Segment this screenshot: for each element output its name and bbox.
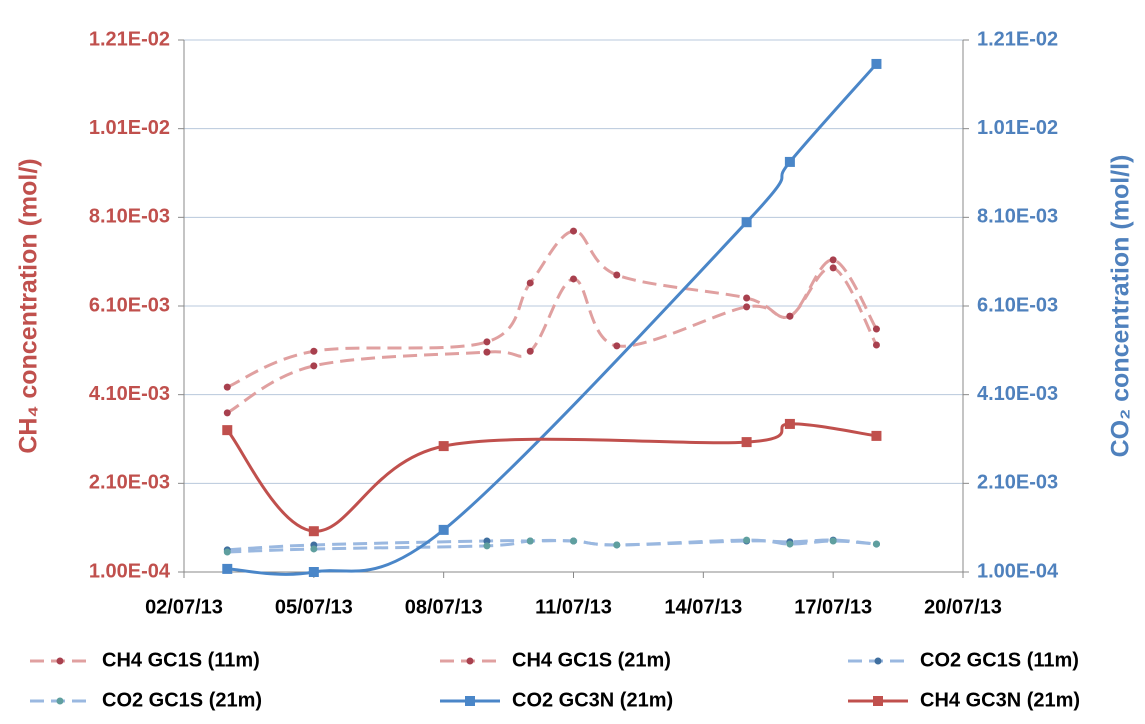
y2-tick-label: 4.10E-03: [977, 383, 1058, 405]
legend-marker: [56, 657, 64, 665]
point: [222, 425, 233, 436]
point: [483, 537, 491, 545]
point: [570, 275, 577, 283]
legend-marker: [465, 696, 475, 706]
point: [743, 294, 751, 302]
series-line: [226, 266, 878, 415]
y-tick-label: 1.01E-02: [89, 117, 170, 139]
point: [483, 348, 491, 356]
point: [743, 536, 751, 544]
x-tick-label: 14/07/13: [664, 596, 742, 618]
point: [871, 430, 882, 441]
point: [223, 383, 231, 391]
y-tick-label: 4.10E-03: [89, 383, 170, 405]
x-tick-label: 02/07/13: [145, 596, 223, 618]
point: [222, 563, 233, 574]
point: [786, 312, 794, 320]
y-tick-label: 1.00E-04: [89, 560, 171, 582]
legend-marker: [873, 696, 883, 706]
legend-marker: [56, 697, 64, 705]
y-tick-label: 8.10E-03: [89, 206, 170, 228]
point: [308, 526, 319, 537]
point: [872, 325, 880, 333]
point: [526, 347, 534, 355]
y-tick-label: 1.21E-02: [89, 28, 170, 50]
point: [829, 537, 837, 545]
legend-label: CH4 GC1S (21m): [512, 649, 671, 671]
point: [483, 338, 491, 346]
point: [741, 437, 752, 448]
series-line: [226, 422, 877, 533]
point: [438, 441, 449, 452]
point: [784, 418, 795, 429]
point: [829, 264, 837, 272]
y2-axis-title: CO₂ concentration (mol/l): [1107, 155, 1135, 458]
y-tick-label: 6.10E-03: [89, 294, 170, 316]
y-axis-title: CH₄ concentration (mol/): [15, 158, 43, 453]
legend-marker: [874, 657, 882, 665]
y-tick-label: 2.10E-03: [89, 472, 170, 494]
y2-tick-label: 8.10E-03: [977, 206, 1058, 228]
point: [872, 540, 880, 548]
y2-tick-label: 1.21E-02: [977, 28, 1058, 50]
x-tick-label: 11/07/13: [535, 596, 612, 618]
series-line: [227, 538, 877, 554]
point: [308, 567, 319, 577]
point: [786, 540, 794, 548]
y2-tick-label: 1.00E-04: [977, 560, 1059, 582]
series-line: [227, 538, 877, 552]
point: [829, 256, 837, 264]
point: [438, 524, 449, 535]
point: [310, 362, 318, 370]
point: [613, 271, 621, 279]
point: [741, 217, 752, 228]
legend-label: CH4 GC1S (11m): [102, 649, 260, 671]
series-line: [227, 62, 878, 576]
point: [223, 548, 231, 556]
x-tick-label: 05/07/13: [275, 596, 353, 618]
x-tick-label: 08/07/13: [405, 596, 483, 618]
point: [872, 341, 880, 349]
x-tick-label: 20/07/13: [924, 596, 1002, 618]
y2-tick-label: 2.10E-03: [977, 472, 1058, 494]
point: [570, 537, 577, 545]
point: [223, 409, 231, 417]
y2-tick-label: 6.10E-03: [977, 294, 1058, 316]
legend-label: CO2 GC1S (11m): [920, 649, 1079, 671]
legend-label: CH4 GC3N (21m): [920, 689, 1080, 711]
point: [483, 542, 491, 550]
legend-label: CO2 GC3N (21m): [512, 689, 673, 711]
point: [871, 58, 882, 69]
point: [310, 545, 318, 553]
point: [613, 541, 621, 549]
point: [526, 279, 534, 287]
legend-marker: [466, 657, 474, 665]
point: [743, 303, 751, 311]
point: [310, 347, 318, 355]
point: [784, 156, 795, 167]
point: [613, 342, 621, 350]
y2-tick-label: 1.01E-02: [977, 117, 1058, 139]
point: [526, 537, 534, 545]
x-tick-label: 17/07/13: [794, 596, 872, 618]
legend-label: CO2 GC1S (21m): [102, 689, 262, 711]
point: [570, 227, 577, 235]
